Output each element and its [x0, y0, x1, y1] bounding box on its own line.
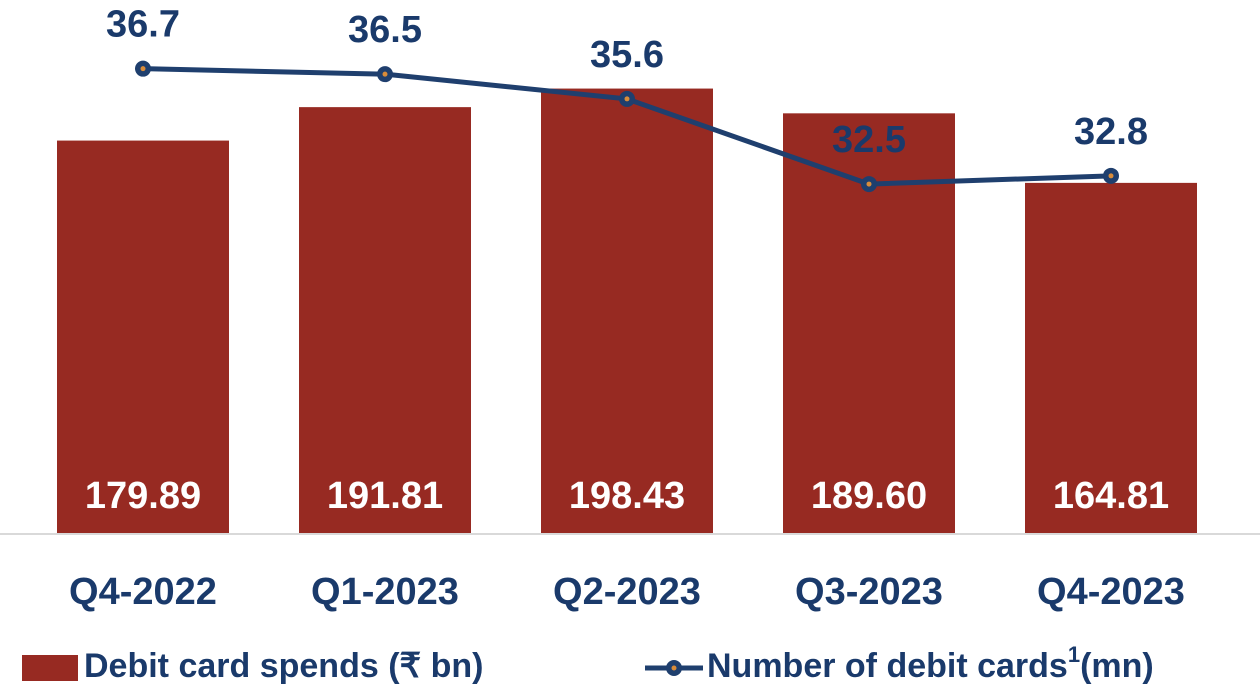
legend-label: Debit card spends (₹ bn) [84, 647, 483, 685]
line-marker-dot [1108, 173, 1114, 179]
line-value-label: 32.5 [832, 119, 906, 161]
bar [541, 88, 713, 533]
legend-marker-dot [671, 665, 677, 671]
x-tick-label: Q4-2022 [69, 571, 217, 613]
legend-label: Number of debit cards1(mn) [707, 642, 1154, 685]
bar-value-label: 191.81 [327, 475, 443, 517]
line-marker-dot [382, 71, 388, 77]
legend-footnote: 1 [1068, 642, 1080, 667]
line-value-label: 32.8 [1074, 111, 1148, 153]
line-value-label: 35.6 [590, 34, 664, 76]
x-tick-label: Q3-2023 [795, 571, 943, 613]
bar [57, 140, 229, 534]
x-tick-label: Q4-2023 [1037, 571, 1185, 613]
x-tick-label: Q1-2023 [311, 571, 459, 613]
bar [299, 107, 471, 534]
line-marker-dot [140, 66, 146, 72]
bar [1025, 182, 1197, 533]
legend-name: Number of debit cards [707, 647, 1068, 685]
bar-value-label: 198.43 [569, 475, 685, 517]
x-tick-label: Q2-2023 [553, 571, 701, 613]
bar-value-label: 179.89 [85, 475, 201, 517]
bar-value-label: 164.81 [1053, 475, 1169, 517]
line-marker-dot [624, 96, 630, 102]
line-value-label: 36.5 [348, 9, 422, 51]
legend-swatch [22, 655, 78, 681]
line-value-label: 36.7 [106, 4, 180, 46]
legend-unit: (mn) [1080, 647, 1154, 685]
line-marker-dot [866, 181, 872, 187]
bar-value-label: 189.60 [811, 475, 927, 517]
